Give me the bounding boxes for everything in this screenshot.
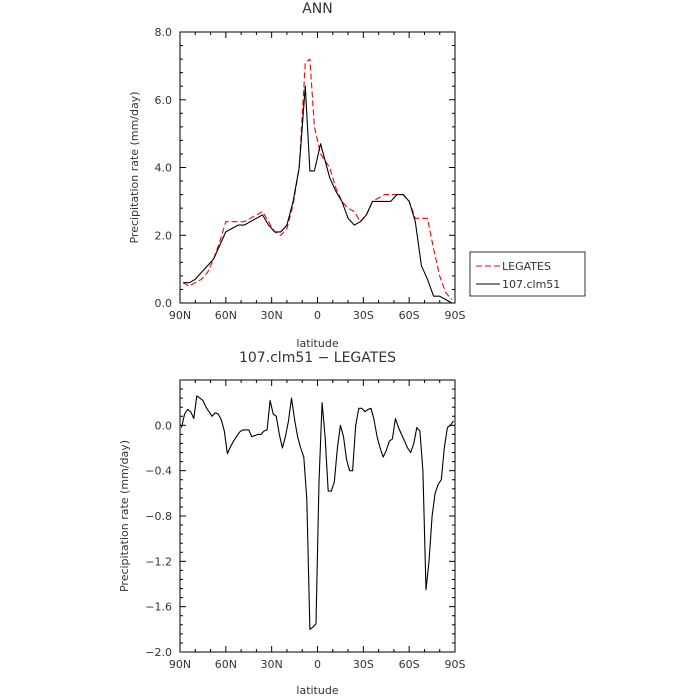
bottom-x-tick-label: 30S: [353, 658, 374, 671]
top-series-line-legates: [182, 58, 453, 300]
bottom-y-axis-title: Precipitation rate (mm/day): [118, 440, 131, 592]
bottom-y-tick-label: −1.2: [145, 555, 172, 568]
bottom-x-tick-label: 60N: [215, 658, 237, 671]
bottom-y-tick-label: −2.0: [145, 646, 172, 659]
bottom-x-tick-label: 30N: [261, 658, 283, 671]
top-series-line-107-clm51: [183, 85, 453, 304]
legend-label: 107.clm51: [502, 278, 560, 291]
top-x-tick-label: 0: [314, 309, 321, 322]
bottom-x-tick-label: 60S: [399, 658, 420, 671]
bottom-x-tick-label: 90S: [445, 658, 466, 671]
bottom-x-axis-title: latitude: [296, 684, 338, 697]
top-x-tick-label: 90S: [445, 309, 466, 322]
bottom-y-tick-label: −0.8: [145, 510, 172, 523]
legend-box: [469, 251, 586, 297]
top-x-tick-label: 60S: [399, 309, 420, 322]
bottom-plot-title: 107.clm51 − LEGATES: [239, 350, 396, 366]
top-x-tick-label: 90N: [169, 309, 191, 322]
bottom-x-tick-label: 0: [314, 658, 321, 671]
top-y-tick-label: 6.0: [155, 94, 173, 107]
top-x-tick-label: 60N: [215, 309, 237, 322]
bottom-plot-area: 107.clm51 − LEGATES 90N 60N 30N 0 30S 60S 90S −2…: [118, 350, 466, 697]
top-y-tick-label: 0.0: [155, 297, 173, 310]
top-plot-title: ANN: [302, 1, 333, 17]
top-plot-frame: [179, 31, 456, 304]
bottom-series-line-difference: [180, 395, 454, 630]
top-x-axis-title: latitude: [296, 337, 338, 350]
top-x-tick-label: 30S: [353, 309, 374, 322]
top-y-tick-label: 8.0: [155, 26, 173, 39]
bottom-y-tick-label: 0.0: [155, 419, 173, 432]
top-y-tick-label: 4.0: [155, 162, 173, 175]
legend-label: LEGATES: [502, 260, 551, 273]
top-y-axis-title: Precipitation rate (mm/day): [128, 91, 141, 243]
top-y-tick-label: 2.0: [155, 229, 173, 242]
legend: LEGATES 107.clm51: [469, 251, 586, 297]
bottom-y-tick-label: −0.4: [145, 465, 172, 478]
bottom-y-tick-label: −1.6: [145, 601, 172, 614]
top-plot-area: ANN 90N 60N 30N 0 30S 60S 90S 0.0 2.0 4.0 6.0 8.0 lat…: [128, 1, 586, 350]
top-x-tick-label: 30N: [261, 309, 283, 322]
bottom-x-tick-label: 90N: [169, 658, 191, 671]
